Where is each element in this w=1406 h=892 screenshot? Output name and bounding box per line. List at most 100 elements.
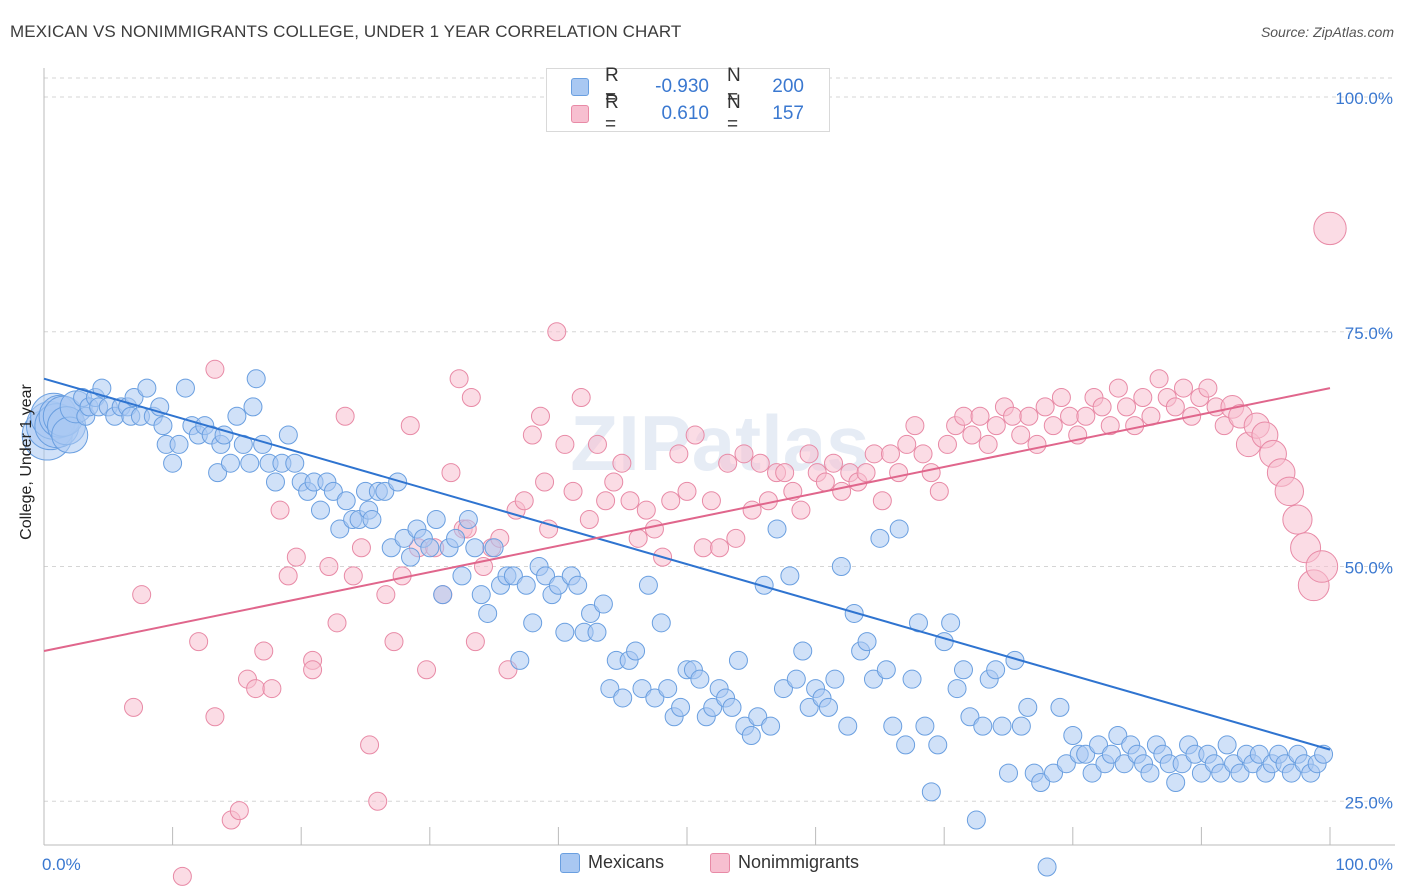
nonimmigrants-point: [335, 406, 355, 426]
nonimmigrants-point: [1165, 397, 1185, 417]
mexicans-point: [992, 716, 1012, 736]
nonimmigrants-point: [669, 444, 689, 464]
mexicans-swatch: [571, 78, 589, 96]
nonimmigrants-point: [1035, 397, 1055, 417]
mexicans-point: [336, 491, 356, 511]
mexicans-point: [426, 510, 446, 530]
nonimmigrants-trend-line: [43, 387, 1331, 652]
mexicans-point: [870, 528, 890, 548]
nonimmigrants-point: [1313, 211, 1347, 246]
mexicans-point: [728, 650, 748, 670]
mexicans-point: [593, 594, 613, 614]
mexicans-point: [1037, 857, 1057, 877]
legend-label: Nonimmigrants: [738, 852, 860, 872]
mexicans-point: [1044, 763, 1064, 783]
mexicans-legend-swatch: [560, 852, 580, 873]
nonimmigrants-point: [921, 463, 941, 483]
y-tick-label: 100.0%: [1335, 89, 1393, 108]
mexicans-point: [381, 538, 401, 558]
nonimmigrants-point: [1282, 504, 1313, 535]
nonimmigrants-point: [1092, 397, 1112, 417]
mexicans-point: [214, 425, 234, 445]
mexicans-point: [375, 481, 395, 501]
mexicans-point: [452, 566, 472, 586]
nonimmigrants-point: [189, 632, 209, 652]
nonimmigrants-point: [384, 632, 404, 652]
nonimmigrants-point: [303, 660, 323, 680]
nonimmigrants-point: [978, 434, 998, 454]
mexicans-point: [401, 547, 421, 567]
y-tick-label: 50.0%: [1345, 559, 1393, 578]
nonimmigrants-point: [913, 444, 933, 464]
mexicans-point: [658, 679, 678, 699]
nonimmigrants-point: [986, 416, 1006, 436]
nonimmigrants-point: [205, 707, 225, 727]
r-value: -0.930: [655, 76, 709, 97]
mexicans-point: [999, 763, 1018, 783]
nonimmigrants-point: [693, 538, 713, 558]
nonimmigrants-point: [278, 566, 298, 586]
mexicans-point: [587, 622, 607, 642]
mexicans-point: [831, 557, 851, 576]
mexicans-point: [516, 575, 536, 595]
nonimmigrants-point: [587, 434, 607, 454]
mexicans-trend-line: [43, 377, 1331, 751]
nonimmigrants-point: [368, 791, 388, 811]
mexicans-point: [632, 679, 652, 699]
nonimmigrants-point: [1060, 406, 1080, 426]
mexicans-point: [1217, 735, 1237, 755]
mexicans-point: [388, 472, 408, 492]
mexicans-point: [163, 453, 183, 473]
mexicans-point: [1063, 726, 1083, 746]
mexicans-point: [844, 603, 864, 623]
mexicans-point: [137, 378, 157, 398]
mexicans-point: [92, 378, 112, 398]
nonimmigrants-point: [726, 528, 746, 548]
nonimmigrants-point: [604, 472, 624, 492]
mexicans-point: [818, 697, 838, 717]
nonimmigrants-point: [954, 406, 974, 426]
nonimmigrants-point: [539, 519, 559, 539]
nonimmigrants-point: [579, 510, 599, 530]
r-label: R =: [605, 65, 619, 108]
x-tick-label: 100.0%: [1335, 855, 1393, 874]
mexicans-point: [722, 697, 742, 717]
nonimmigrants-point: [1076, 406, 1096, 426]
mexicans-point: [1018, 697, 1038, 717]
nonimmigrants-point: [1198, 378, 1218, 398]
mexicans-point: [1108, 726, 1128, 746]
mexicans-point: [1249, 744, 1269, 764]
mexicans-point: [889, 519, 909, 539]
mexicans-point: [484, 538, 504, 558]
mexicans-point: [638, 575, 658, 595]
mexicans-point: [915, 716, 935, 736]
mexicans-point: [471, 585, 491, 605]
nonimmigrants-point: [856, 463, 876, 483]
nonimmigrants-point: [596, 491, 616, 511]
mexicans-point: [934, 632, 954, 652]
mexicans-point: [503, 566, 523, 586]
r-value: 0.610: [661, 103, 709, 124]
mexicans-point: [169, 434, 189, 454]
nonimmigrants-point: [254, 641, 274, 661]
mexicans-point: [973, 716, 993, 736]
nonimmigrants-point: [1117, 397, 1137, 417]
nonimmigrants-point: [734, 444, 754, 464]
nonimmigrants-point: [1011, 425, 1031, 445]
mexicans-point: [220, 453, 240, 473]
mexicans-point: [1089, 735, 1109, 755]
nonimmigrants-point: [1027, 434, 1047, 454]
mexicans-point: [671, 697, 691, 717]
nonimmigrants-point: [897, 434, 917, 454]
mexicans-point: [1114, 754, 1134, 774]
nonimmigrants-point: [376, 585, 396, 605]
nonimmigrants-point: [628, 528, 648, 548]
nonimmigrants-point: [1173, 378, 1193, 398]
nonimmigrants-point: [864, 444, 884, 464]
n-label: N =: [727, 92, 741, 135]
legend-item-nonimmigrants[interactable]: Nonimmigrants: [710, 852, 859, 873]
legend-item-mexicans[interactable]: Mexicans: [560, 852, 664, 873]
mexicans-point: [323, 481, 343, 501]
mexicans-point: [960, 707, 980, 727]
chart-title: MEXICAN VS NONIMMIGRANTS COLLEGE, UNDER …: [10, 22, 682, 41]
